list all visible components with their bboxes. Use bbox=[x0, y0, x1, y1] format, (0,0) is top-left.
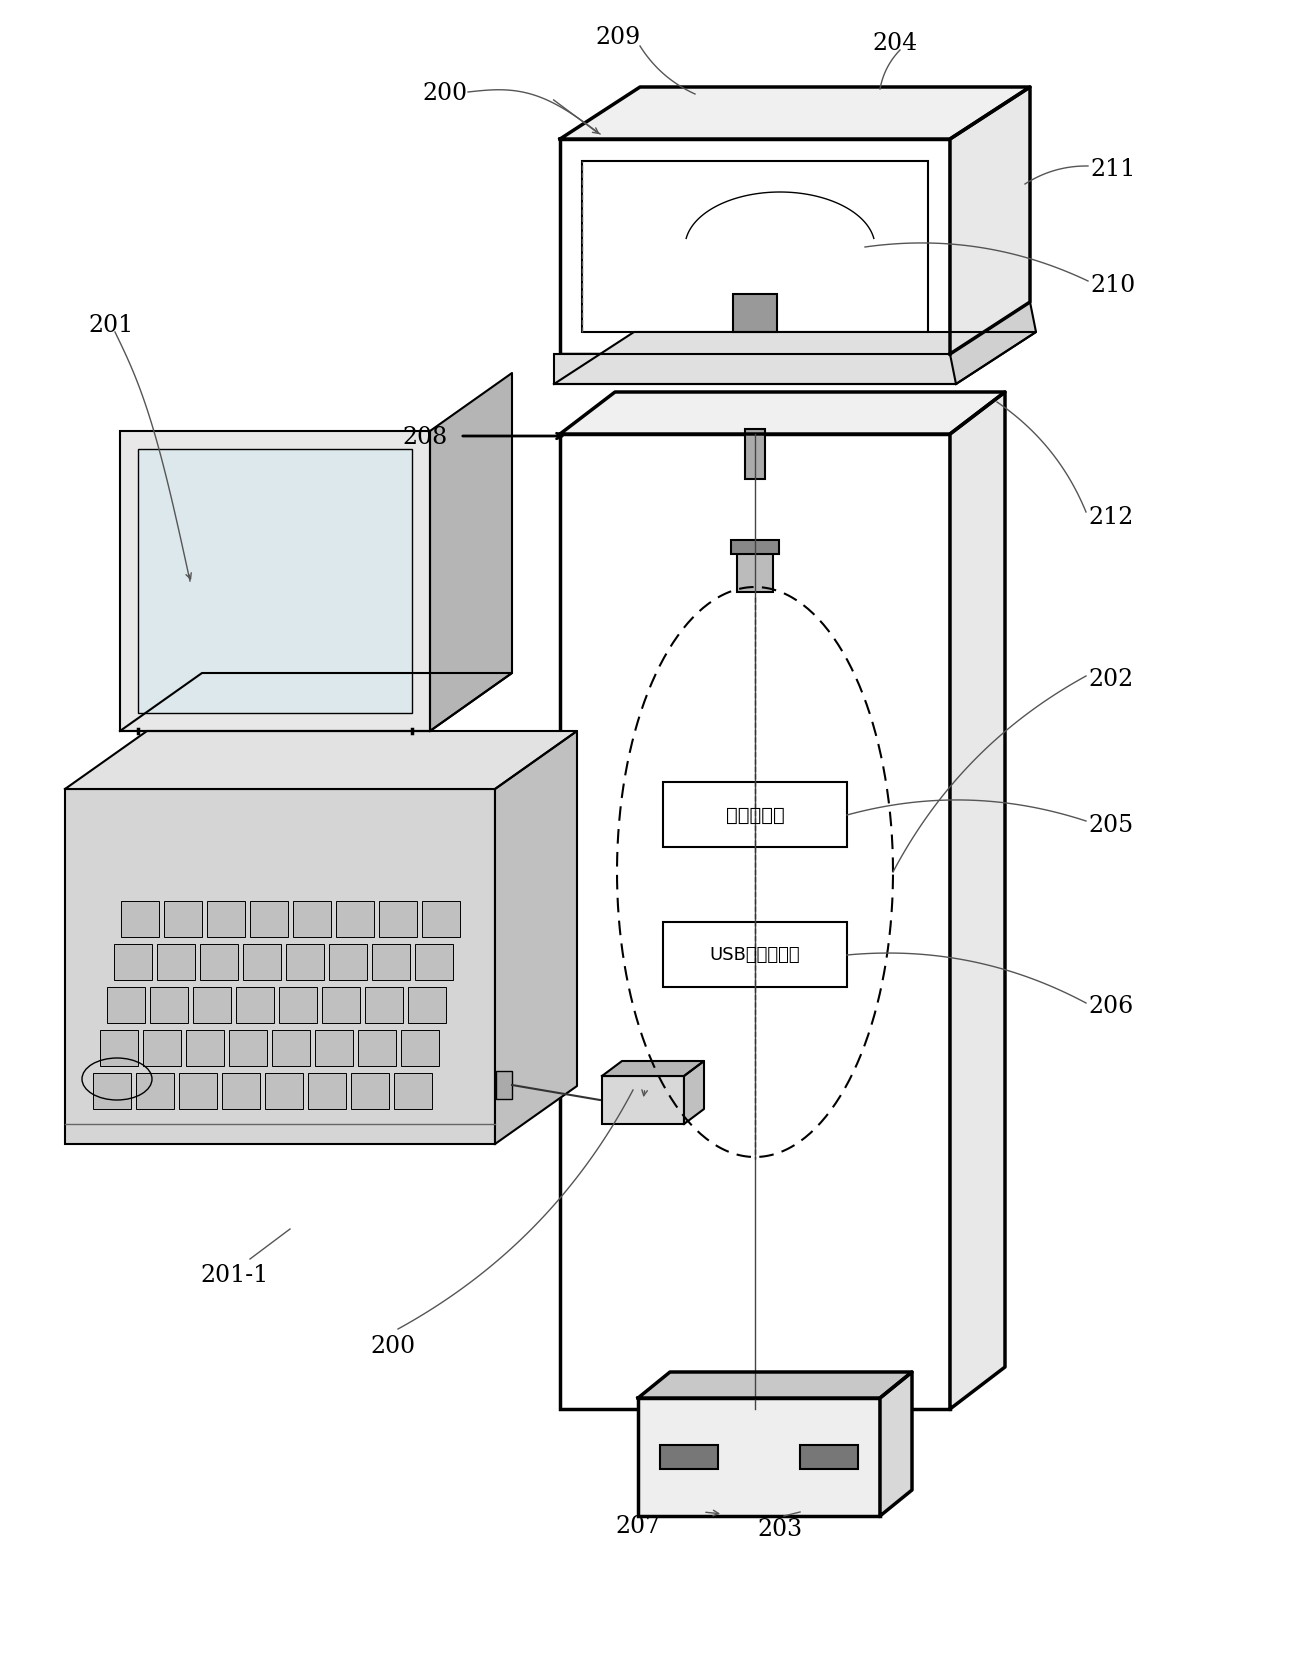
Bar bbox=[206, 902, 246, 937]
Text: 207: 207 bbox=[615, 1514, 661, 1538]
Polygon shape bbox=[880, 1373, 912, 1516]
Bar bbox=[136, 1073, 174, 1110]
Text: 202: 202 bbox=[1088, 669, 1134, 691]
Text: 203: 203 bbox=[757, 1518, 803, 1541]
Bar bbox=[315, 1030, 353, 1067]
Bar bbox=[107, 987, 145, 1023]
Bar bbox=[222, 1073, 260, 1110]
Polygon shape bbox=[560, 88, 1030, 140]
Bar bbox=[329, 945, 367, 980]
Bar bbox=[422, 902, 460, 937]
Text: 200: 200 bbox=[370, 1335, 415, 1358]
Bar bbox=[93, 1073, 131, 1110]
Bar bbox=[364, 987, 404, 1023]
Bar bbox=[744, 429, 765, 479]
Text: 209: 209 bbox=[596, 25, 641, 48]
Bar bbox=[323, 987, 360, 1023]
Text: 204: 204 bbox=[872, 32, 918, 55]
Bar bbox=[560, 140, 949, 354]
Polygon shape bbox=[495, 732, 577, 1145]
Bar bbox=[200, 945, 238, 980]
Text: 206: 206 bbox=[1088, 995, 1134, 1018]
Text: 205: 205 bbox=[1088, 814, 1134, 835]
Bar bbox=[165, 902, 202, 937]
Bar bbox=[272, 1030, 310, 1067]
Bar bbox=[394, 1073, 432, 1110]
Bar bbox=[114, 945, 151, 980]
Polygon shape bbox=[602, 1062, 704, 1077]
Bar bbox=[560, 434, 949, 1409]
Bar bbox=[293, 902, 330, 937]
Polygon shape bbox=[684, 1062, 704, 1125]
Bar bbox=[737, 542, 773, 592]
Bar bbox=[236, 987, 274, 1023]
Text: 200: 200 bbox=[423, 82, 468, 105]
Bar bbox=[120, 431, 430, 732]
Bar bbox=[401, 1030, 439, 1067]
Bar bbox=[138, 449, 411, 714]
Bar bbox=[193, 987, 231, 1023]
Bar bbox=[336, 902, 374, 937]
Bar bbox=[731, 541, 778, 554]
Bar bbox=[150, 987, 188, 1023]
Bar bbox=[582, 161, 929, 333]
Bar bbox=[554, 354, 956, 384]
Bar bbox=[249, 902, 289, 937]
Bar bbox=[279, 987, 317, 1023]
Polygon shape bbox=[949, 303, 1036, 384]
Bar bbox=[142, 1030, 182, 1067]
Polygon shape bbox=[430, 374, 512, 732]
Bar bbox=[372, 945, 410, 980]
Text: 무선통신부: 무선통신부 bbox=[726, 805, 785, 824]
Bar bbox=[379, 902, 417, 937]
Bar bbox=[265, 1073, 303, 1110]
Bar bbox=[121, 902, 159, 937]
Bar bbox=[639, 1398, 880, 1516]
Text: 210: 210 bbox=[1091, 273, 1135, 296]
Polygon shape bbox=[949, 393, 1006, 1409]
Bar bbox=[801, 1444, 858, 1469]
Polygon shape bbox=[120, 674, 512, 732]
Bar bbox=[358, 1030, 396, 1067]
Text: USB연결제어부: USB연결제어부 bbox=[709, 945, 801, 963]
Bar bbox=[179, 1073, 217, 1110]
Bar bbox=[65, 789, 495, 1145]
Bar bbox=[415, 945, 453, 980]
Text: 201-1: 201-1 bbox=[200, 1263, 268, 1286]
Bar bbox=[663, 922, 848, 987]
Bar bbox=[243, 945, 281, 980]
Text: 208: 208 bbox=[402, 426, 447, 448]
Text: 212: 212 bbox=[1088, 506, 1134, 527]
Polygon shape bbox=[65, 732, 577, 789]
Bar bbox=[602, 1077, 684, 1125]
Bar bbox=[351, 1073, 389, 1110]
Bar bbox=[101, 1030, 138, 1067]
Bar bbox=[496, 1072, 512, 1100]
Bar bbox=[663, 782, 848, 847]
Polygon shape bbox=[639, 1373, 912, 1398]
Polygon shape bbox=[949, 88, 1030, 354]
Bar bbox=[407, 987, 447, 1023]
Bar bbox=[733, 295, 777, 333]
Bar bbox=[308, 1073, 346, 1110]
Bar bbox=[185, 1030, 225, 1067]
Bar bbox=[229, 1030, 266, 1067]
Polygon shape bbox=[560, 393, 1006, 434]
Bar bbox=[660, 1444, 718, 1469]
Text: 211: 211 bbox=[1091, 158, 1135, 181]
Bar bbox=[157, 945, 195, 980]
Polygon shape bbox=[554, 333, 1036, 384]
Bar bbox=[286, 945, 324, 980]
Text: 201: 201 bbox=[88, 313, 133, 336]
